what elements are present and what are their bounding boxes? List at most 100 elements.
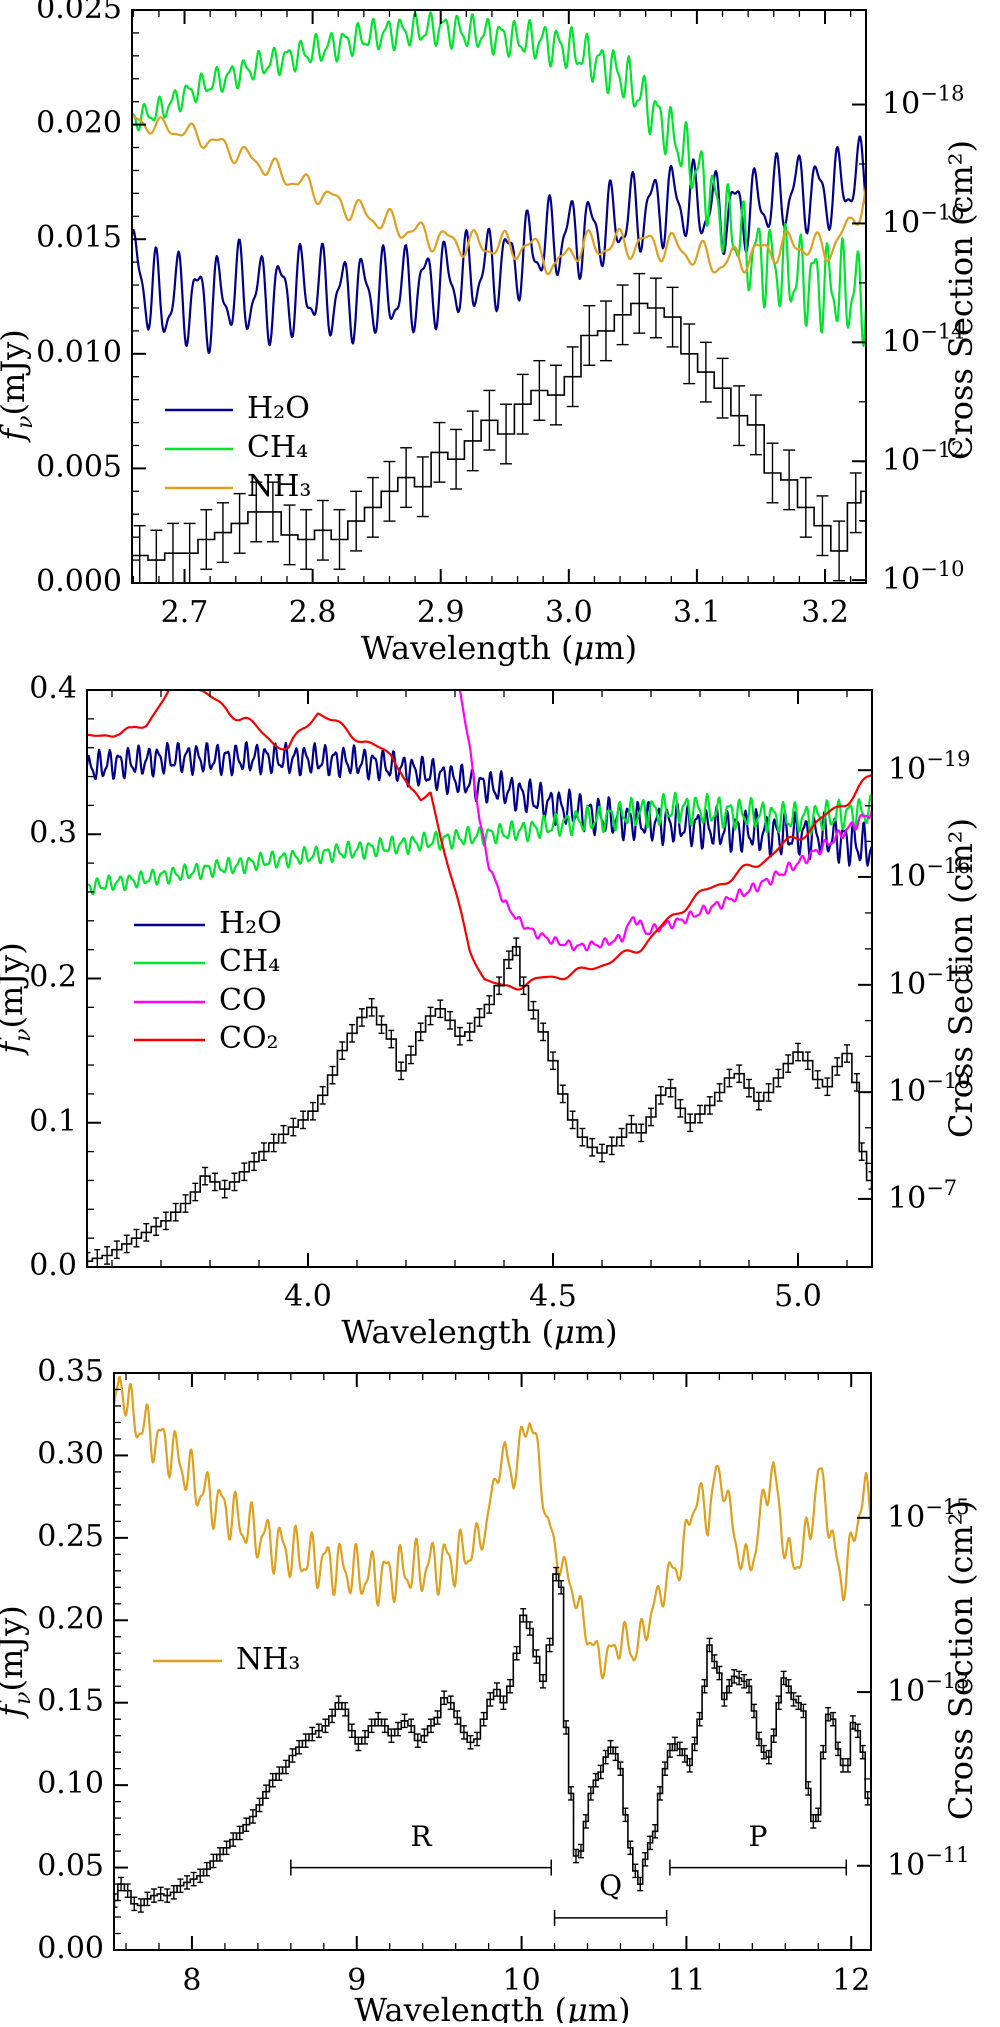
co2-cross-section-curve (88, 691, 871, 991)
y-tick-label: 0.10 (37, 1766, 104, 1801)
x-axis-label: Wavelength (μm) (361, 629, 637, 667)
right-tick-label: 10−16 (882, 200, 965, 240)
x-tick-label: 3.1 (673, 595, 721, 630)
legend: H₂O CH₄ NH₃ (165, 391, 311, 504)
panel-1: 2.7 2.8 2.9 3.0 3.1 3.2 0.000 0.005 0.010 0.015 0.… (0, 0, 980, 667)
plot-border (131, 9, 867, 584)
right-tick-label: 10−15 (887, 1495, 970, 1535)
band-label: Q (599, 1869, 622, 1902)
flux-spectrum-histogram (88, 946, 871, 1262)
y-tick-label: 0.000 (36, 564, 122, 599)
band-label: P (749, 1820, 768, 1853)
legend-label: NH₃ (247, 469, 311, 504)
y-tick-label: 0.3 (29, 815, 77, 850)
legend-item: CH₄ (134, 944, 280, 979)
legend-label: CO (219, 983, 267, 1018)
y-tick-label: 0.15 (37, 1684, 104, 1719)
y-tick-label: 0.015 (36, 220, 122, 255)
y-tick-label: 0.4 (29, 671, 77, 706)
y-tick-label: 0.20 (37, 1601, 104, 1636)
ch4-cross-section-curve (133, 11, 865, 347)
h2o-cross-section-curve (88, 741, 871, 867)
x-tick-label: 3.0 (545, 595, 593, 630)
x-tick-label: 12 (832, 1963, 870, 1998)
flux-error-bars (133, 272, 865, 582)
legend-item: H₂O (134, 906, 282, 941)
y-tick-label: 0.00 (37, 1931, 104, 1966)
right-tick-label: 10−14 (882, 319, 965, 359)
y-tick-label: 0.005 (36, 449, 122, 484)
nh3-cross-section-curve (115, 1375, 870, 1680)
legend-label: CH₄ (219, 944, 280, 979)
right-tick-label: 10−16 (888, 854, 971, 894)
y-tick-label: 0.025 (36, 0, 122, 26)
legend-label: NH₃ (236, 1642, 300, 1677)
band-annotation-p: P (669, 1820, 848, 1876)
panel-3: 8 9 10 11 12 0.00 0.05 0.10 0.15 0.20 0.25 0.30 0.35… (0, 1354, 980, 2027)
legend-item: NH₃ (153, 1642, 300, 1677)
y-axis-label-cross-section: Cross Section (cm²) (942, 140, 980, 460)
y-axis-label-flux: fν(mJy) (0, 329, 38, 442)
y-tick-label: 0.35 (37, 1354, 104, 1389)
axis-ticks (87, 689, 872, 1268)
y-tick-label: 0.0 (29, 1248, 77, 1283)
y-tick-label: 0.2 (29, 960, 77, 995)
x-tick-label: 11 (667, 1963, 705, 1998)
legend-item: CO (134, 983, 267, 1018)
x-tick-label: 2.7 (161, 595, 209, 630)
y-axis-label-cross-section: Cross Section (cm²) (942, 1500, 980, 1820)
right-tick-label: 10−11 (887, 1843, 970, 1883)
y-tick-label: 0.020 (36, 106, 122, 141)
right-tick-label: 10−13 (887, 1669, 970, 1709)
legend-item: H₂O (165, 391, 310, 426)
legend: NH₃ (153, 1642, 300, 1677)
right-tick-label: 10−7 (888, 1176, 957, 1216)
axis-ticks (114, 1372, 871, 1951)
x-tick-label: 2.9 (417, 595, 465, 630)
flux-spectrum-histogram (115, 1573, 870, 1907)
legend-item: CO₂ (134, 1021, 279, 1056)
x-axis-label: Wavelength (μm) (341, 1313, 617, 1351)
x-tick-label: 5.0 (774, 1279, 822, 1314)
band-label: R (411, 1820, 433, 1853)
right-tick-label: 10−19 (888, 747, 971, 787)
right-tick-label: 10−10 (888, 1069, 971, 1109)
y-tick-label: 0.1 (29, 1104, 77, 1139)
axis-ticks (132, 9, 866, 584)
h2o-cross-section-curve (133, 135, 865, 354)
x-tick-label: 10 (502, 1963, 540, 1998)
legend-item: NH₃ (165, 469, 311, 504)
right-tick-label: 10−12 (882, 438, 965, 478)
legend-label: H₂O (219, 906, 282, 941)
y-tick-label: 0.010 (36, 335, 122, 370)
y-tick-label: 0.30 (37, 1436, 104, 1471)
right-tick-label: 10−13 (888, 962, 971, 1002)
ch4-cross-section-curve (88, 791, 871, 896)
x-tick-label: 8 (182, 1963, 201, 1998)
plot-border (113, 1372, 872, 1951)
legend-label: H₂O (247, 391, 310, 426)
x-tick-label: 4.0 (284, 1279, 332, 1314)
legend-label: CO₂ (219, 1021, 279, 1056)
band-annotation-q: Q (553, 1869, 668, 1926)
flux-error-bars (115, 1566, 870, 1913)
flux-error-bars (88, 937, 871, 1266)
right-tick-label: 10−18 (882, 82, 965, 122)
legend-label: CH₄ (247, 430, 308, 465)
flux-spectrum-histogram (133, 302, 865, 561)
nh3-cross-section-curve (133, 114, 865, 276)
panel-2: 4.0 4.5 5.0 0.0 0.1 0.2 0.3 0.4 10−19 10−16 10−13 1… (0, 671, 980, 1351)
co-cross-section-curve (458, 691, 871, 952)
x-tick-label: 2.8 (289, 595, 337, 630)
y-axis-label-flux: fν(mJy) (0, 1605, 36, 1718)
y-tick-label: 0.25 (37, 1519, 104, 1554)
x-axis-label: Wavelength (μm) (354, 1991, 630, 2024)
x-tick-label: 9 (347, 1963, 366, 1998)
y-axis-label-cross-section: Cross Section (cm²) (942, 818, 980, 1138)
x-tick-label: 4.5 (529, 1279, 577, 1314)
band-annotation-r: R (290, 1820, 553, 1876)
x-tick-label: 3.2 (801, 595, 849, 630)
